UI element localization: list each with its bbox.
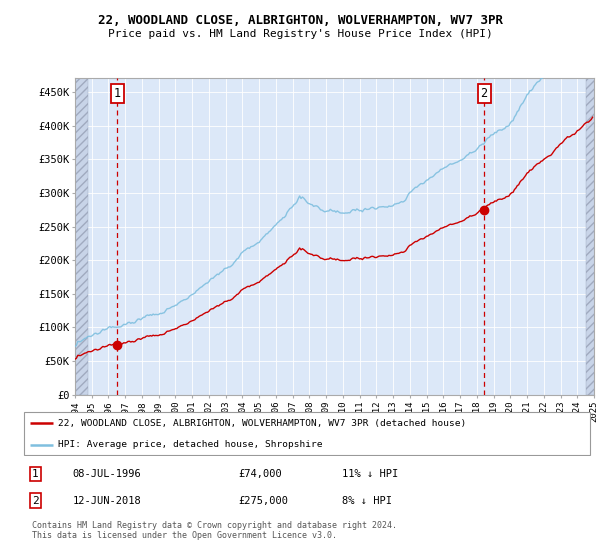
- Text: 11% ↓ HPI: 11% ↓ HPI: [342, 469, 398, 479]
- Bar: [586, 78, 598, 395]
- Text: £275,000: £275,000: [239, 496, 289, 506]
- Text: 22, WOODLAND CLOSE, ALBRIGHTON, WOLVERHAMPTON, WV7 3PR: 22, WOODLAND CLOSE, ALBRIGHTON, WOLVERHA…: [97, 14, 503, 27]
- FancyBboxPatch shape: [24, 412, 590, 455]
- Text: 12-JUN-2018: 12-JUN-2018: [73, 496, 142, 506]
- Bar: [75, 78, 88, 395]
- Text: 2: 2: [481, 87, 488, 100]
- Text: £74,000: £74,000: [239, 469, 283, 479]
- Text: HPI: Average price, detached house, Shropshire: HPI: Average price, detached house, Shro…: [58, 440, 323, 450]
- Text: 08-JUL-1996: 08-JUL-1996: [73, 469, 142, 479]
- Text: 8% ↓ HPI: 8% ↓ HPI: [342, 496, 392, 506]
- Text: 1: 1: [32, 469, 39, 479]
- Text: Contains HM Land Registry data © Crown copyright and database right 2024.
This d: Contains HM Land Registry data © Crown c…: [32, 521, 397, 540]
- Text: 22, WOODLAND CLOSE, ALBRIGHTON, WOLVERHAMPTON, WV7 3PR (detached house): 22, WOODLAND CLOSE, ALBRIGHTON, WOLVERHA…: [58, 419, 466, 428]
- Text: Price paid vs. HM Land Registry's House Price Index (HPI): Price paid vs. HM Land Registry's House …: [107, 29, 493, 39]
- Text: 1: 1: [113, 87, 121, 100]
- Text: 2: 2: [32, 496, 39, 506]
